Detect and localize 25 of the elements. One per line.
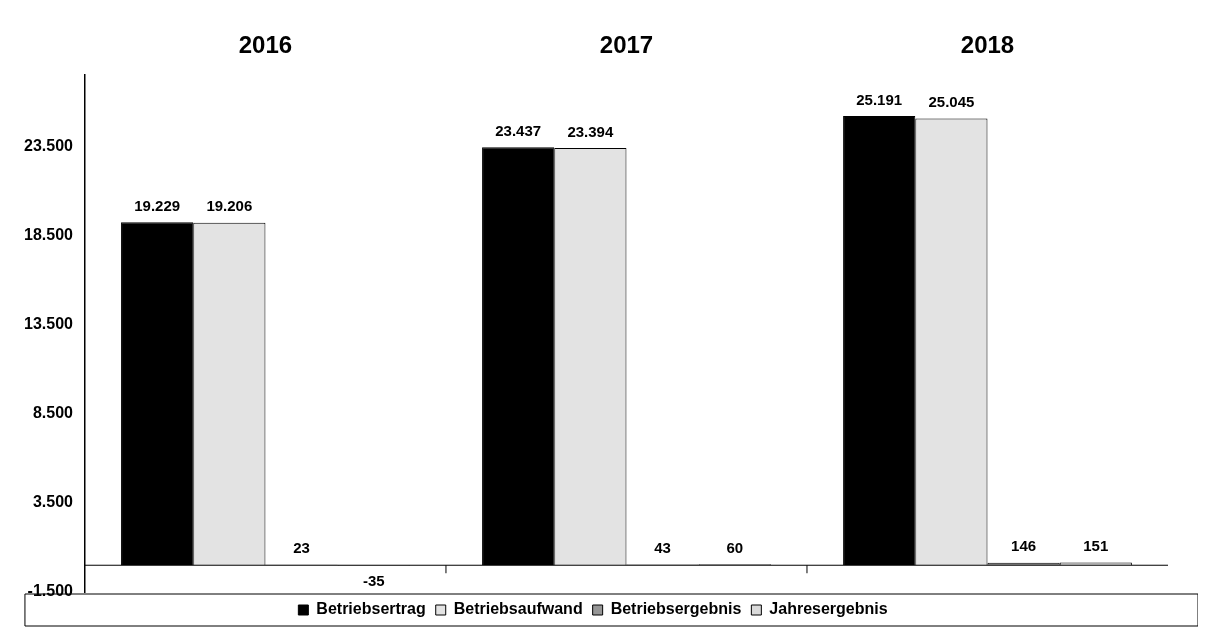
legend-label: Jahresergebnis bbox=[769, 600, 888, 618]
y-tick-label: 18.500 bbox=[24, 225, 74, 243]
data-label: 25.191 bbox=[856, 90, 903, 108]
data-label: -35 bbox=[362, 571, 385, 589]
data-label: 151 bbox=[1083, 537, 1109, 555]
y-tick-label: 13.500 bbox=[24, 314, 74, 332]
legend-label: Betriebsertrag bbox=[316, 600, 426, 618]
data-label: 25.045 bbox=[928, 93, 975, 111]
x-tick-label: 2018 bbox=[960, 31, 1015, 59]
legend-label: Betriebsergebnis bbox=[610, 600, 742, 618]
data-label: 146 bbox=[1011, 537, 1037, 555]
legend-label: Betriebsaufwand bbox=[453, 600, 583, 618]
data-label: 60 bbox=[726, 538, 744, 556]
data-label: 19.206 bbox=[206, 197, 253, 215]
data-label: 43 bbox=[654, 539, 671, 557]
x-tick-label: 2016 bbox=[238, 31, 293, 59]
data-label: 19.229 bbox=[134, 196, 181, 214]
data-label: 23.394 bbox=[567, 122, 614, 140]
data-label: 23 bbox=[293, 539, 310, 557]
y-tick-label: 8.500 bbox=[32, 404, 74, 422]
y-tick-label: 3.500 bbox=[32, 493, 74, 511]
x-tick-label: 2017 bbox=[599, 31, 654, 59]
data-label: 23.437 bbox=[495, 121, 542, 139]
y-tick-label: 23.500 bbox=[24, 136, 74, 154]
y-tick-label: -1.500 bbox=[27, 582, 74, 600]
